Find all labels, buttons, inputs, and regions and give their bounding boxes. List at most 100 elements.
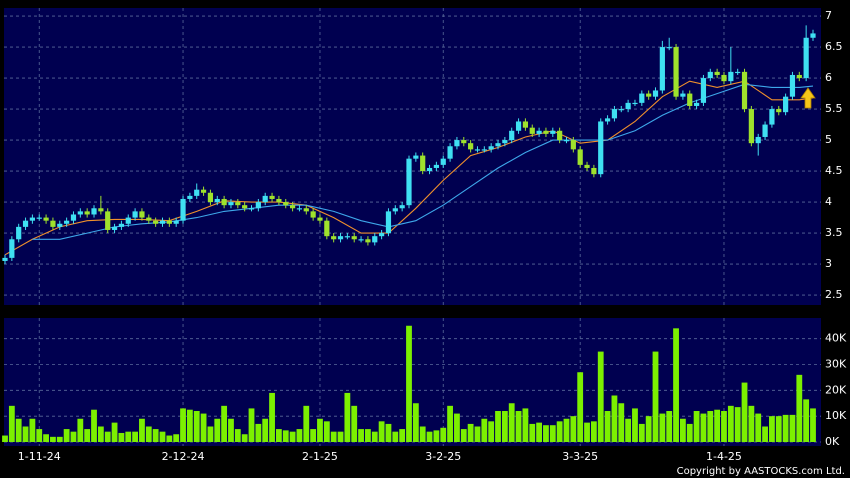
- volume-bar: [433, 430, 440, 442]
- volume-bar: [488, 421, 495, 442]
- candle-body: [502, 140, 508, 144]
- x-tick-label: 3-3-25: [562, 450, 598, 463]
- candle-body: [783, 96, 789, 113]
- volume-bar: [440, 427, 447, 442]
- y-tick-label: 6: [825, 71, 832, 84]
- candle-body: [687, 93, 693, 106]
- candle-body: [289, 205, 296, 209]
- candle-body: [639, 93, 645, 103]
- volume-bar: [495, 411, 501, 442]
- volume-bar: [584, 422, 590, 442]
- y-tick-label: 4: [825, 195, 832, 208]
- volume-bar: [700, 413, 707, 442]
- volume-bar: [481, 418, 488, 442]
- volume-bar: [666, 411, 673, 442]
- volume-bar: [686, 423, 693, 442]
- candle-body: [755, 136, 761, 144]
- volume-bar: [549, 425, 556, 442]
- volume-bar: [97, 426, 104, 442]
- candle-body: [358, 239, 364, 241]
- candle-body: [242, 205, 248, 209]
- volume-bar: [70, 431, 77, 442]
- volume-bar: [152, 429, 159, 442]
- volume-bar: [782, 414, 789, 442]
- candle-body: [70, 214, 77, 221]
- volume-bar: [652, 351, 659, 442]
- candle-body: [344, 236, 350, 238]
- volume-bar: [467, 423, 474, 442]
- candle-body: [563, 140, 570, 142]
- candle-body: [625, 102, 631, 110]
- volume-bar: [693, 411, 700, 442]
- volume-bar: [289, 431, 296, 442]
- volume-bar: [399, 429, 406, 442]
- candle-body: [276, 198, 282, 203]
- volume-bar: [111, 422, 118, 442]
- volume-bar: [104, 431, 111, 442]
- volume-bar: [385, 423, 392, 442]
- y-tick-label: 2.5: [825, 288, 843, 301]
- candle-body: [159, 220, 166, 224]
- candle-body: [153, 220, 159, 224]
- candle-body: [296, 208, 303, 210]
- candle-body: [728, 71, 734, 82]
- candle-body: [379, 233, 385, 237]
- candle-body: [105, 211, 111, 230]
- candle-body: [269, 195, 275, 199]
- volume-bar: [186, 409, 193, 442]
- candle-body: [43, 217, 49, 221]
- volume-bar: [426, 431, 433, 442]
- candle-body: [22, 220, 29, 227]
- candle-body: [365, 239, 371, 243]
- candle-body: [680, 93, 686, 97]
- volume-bar: [2, 435, 8, 442]
- candle-body: [235, 202, 241, 206]
- candle-body: [652, 90, 659, 97]
- volume-bar: [714, 409, 721, 442]
- volume-bar: [365, 429, 371, 442]
- volume-bar: [262, 418, 269, 442]
- candle-body: [598, 121, 604, 175]
- volume-bar: [221, 405, 228, 442]
- candle-body: [659, 47, 665, 91]
- candle-body: [481, 149, 487, 151]
- volume-bar: [721, 411, 727, 442]
- volume-bar: [563, 418, 570, 442]
- candle-body: [735, 71, 741, 74]
- candle-body: [351, 236, 357, 240]
- candle-body: [454, 140, 460, 147]
- candle-body: [50, 220, 56, 227]
- y-tick-label: 20K: [825, 383, 847, 396]
- candle-body: [426, 167, 433, 172]
- volume-bar: [36, 429, 43, 442]
- y-tick-label: 30K: [825, 358, 847, 371]
- volume-bar: [769, 416, 775, 442]
- candle-body: [146, 217, 152, 221]
- x-tick-label: 1-11-24: [18, 450, 61, 463]
- volume-bar: [556, 421, 563, 442]
- volume-bar: [454, 413, 460, 442]
- volume-bar: [303, 405, 310, 442]
- candle-body: [543, 130, 549, 134]
- candle-body: [522, 121, 529, 128]
- volume-bar: [214, 418, 221, 442]
- volume-bar: [296, 429, 303, 442]
- candle-body: [324, 220, 330, 237]
- volume-bar: [536, 422, 543, 442]
- candle-body: [337, 236, 344, 240]
- candle-body: [413, 155, 419, 159]
- candle-body: [64, 220, 70, 224]
- candle-body: [283, 202, 289, 206]
- volume-bar: [577, 372, 584, 442]
- volume-bar: [317, 418, 323, 442]
- volume-bar: [29, 418, 36, 442]
- candle-body: [255, 202, 261, 209]
- volume-bar: [159, 431, 166, 442]
- candle-body: [468, 143, 474, 150]
- candle-body: [36, 217, 42, 219]
- candle-body: [529, 127, 535, 134]
- volume-bar: [248, 408, 255, 442]
- candle-body: [748, 109, 754, 144]
- candle-body: [317, 217, 323, 221]
- arrow-marker: [800, 87, 816, 109]
